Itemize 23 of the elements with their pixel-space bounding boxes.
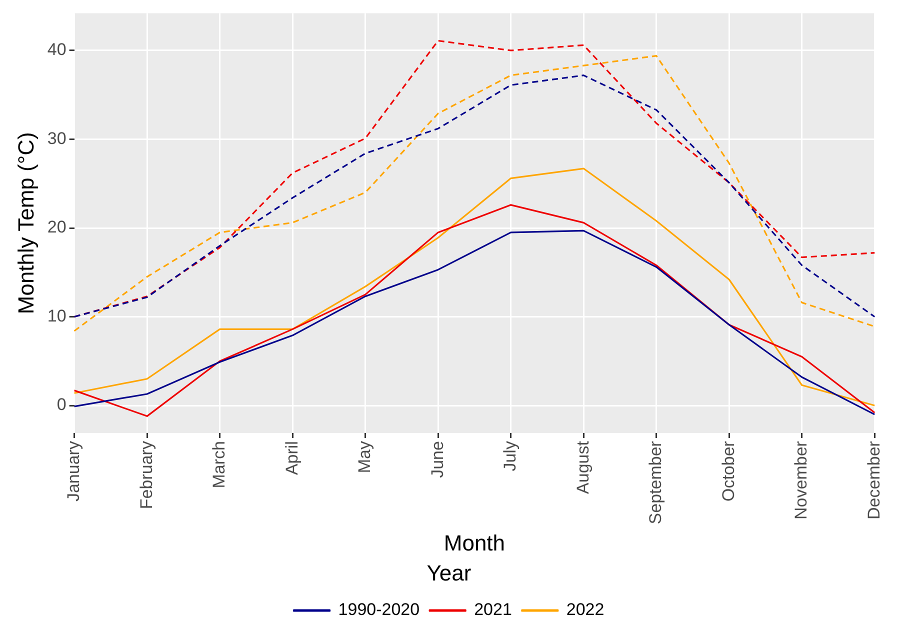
y-tick-label: 30 bbox=[47, 128, 66, 148]
x-tick-label: January bbox=[64, 440, 83, 502]
x-tick-label: August bbox=[573, 440, 592, 494]
y-tick-label: 20 bbox=[47, 218, 66, 237]
y-tick-label: 10 bbox=[47, 306, 66, 326]
x-tick-label: October bbox=[718, 440, 738, 502]
y-tick-label: 40 bbox=[47, 40, 66, 60]
x-tick-label: April bbox=[282, 441, 302, 476]
x-tick-label: July bbox=[500, 440, 520, 472]
x-tick-label: December bbox=[864, 440, 884, 520]
legend-label: 1990-2020 bbox=[338, 600, 420, 620]
legend-title: Year bbox=[426, 560, 472, 586]
x-tick-label: June bbox=[428, 441, 447, 478]
x-tick-label: September bbox=[646, 440, 666, 524]
y-axis-title: Monthly Temp (°C) bbox=[13, 132, 38, 314]
x-tick-label: March bbox=[210, 441, 229, 488]
legend-label: 2022 bbox=[566, 600, 604, 620]
x-tick-label: February bbox=[136, 440, 156, 510]
legend-label: 2021 bbox=[474, 600, 512, 620]
x-tick-label: May bbox=[355, 440, 374, 474]
x-tick-label: November bbox=[792, 440, 811, 520]
y-tick-label: 0 bbox=[56, 395, 66, 414]
x-axis-title: Month bbox=[444, 530, 506, 556]
